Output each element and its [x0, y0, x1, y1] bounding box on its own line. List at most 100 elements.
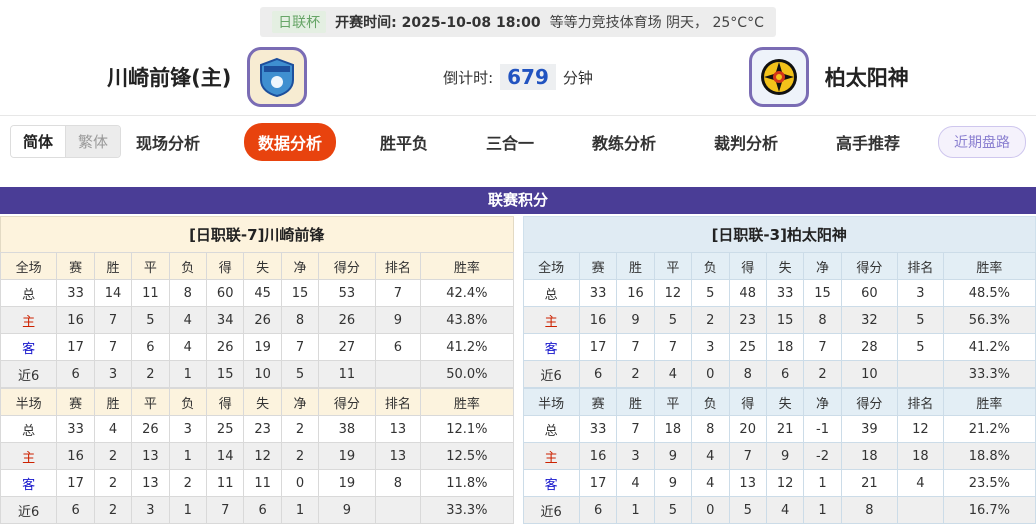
- stat-cell: 27: [318, 333, 376, 361]
- stat-cell: 33.3%: [942, 360, 1036, 388]
- tab-data-analysis[interactable]: 数据分析: [243, 122, 336, 161]
- stats-row: 主 16 3 9 4 7 9 -2 18 18 18.8%: [522, 442, 1036, 470]
- stat-cell: 8: [728, 360, 767, 388]
- stat-cell: 18: [653, 415, 693, 443]
- stat-cell: 19: [243, 333, 282, 361]
- column-header: 净: [280, 252, 320, 280]
- stat-cell: 3: [168, 415, 208, 443]
- column-header: 得: [205, 388, 245, 416]
- language-toggle[interactable]: 简体 繁体: [10, 125, 122, 158]
- tab-live-analysis[interactable]: 现场分析: [135, 133, 200, 153]
- row-label: 客: [0, 333, 58, 361]
- stat-cell: 0: [691, 360, 730, 388]
- countdown-value: 679: [500, 64, 556, 90]
- stat-cell: 48.5%: [942, 279, 1036, 307]
- stats-row: 总 33 14 11 8 60 45 15 53 7 42.4%: [0, 279, 514, 307]
- stat-cell: 8: [691, 415, 730, 443]
- stats-row: 客 17 4 9 4 13 12 1 21 4 23.5%: [522, 469, 1036, 497]
- column-header: 胜率: [942, 388, 1036, 416]
- column-header: 负: [691, 252, 730, 280]
- stat-cell: 1: [168, 360, 208, 388]
- column-header: 平: [131, 252, 170, 280]
- column-header: 得: [728, 252, 767, 280]
- stat-cell: 8: [840, 496, 899, 524]
- stat-cell: 12.1%: [420, 415, 514, 443]
- stats-row: 客 17 2 13 2 11 11 0 19 8 11.8%: [0, 469, 514, 497]
- stats-row: 总 33 16 12 5 48 33 15 60 3 48.5%: [522, 279, 1036, 307]
- match-header: 川崎前锋(主) 倒计时: 679 分钟 柏太阳神: [0, 39, 1036, 115]
- stat-cell: 7: [374, 279, 422, 307]
- venue-weather: 等等力竞技体育场 阴天， 25°C°C: [549, 15, 764, 31]
- stat-cell: 26: [318, 306, 376, 334]
- column-header: 净: [803, 388, 842, 416]
- row-label: 主: [522, 442, 580, 470]
- row-label: 近6: [522, 360, 580, 388]
- sun-crest-icon: [760, 59, 797, 95]
- stat-cell: 16: [56, 442, 95, 470]
- stats-row: 近6 6 2 4 0 8 6 2 10 33.3%: [522, 360, 1036, 388]
- stats-row: 主 16 9 5 2 23 15 8 32 5 56.3%: [522, 306, 1036, 334]
- stat-cell: 26: [243, 306, 282, 334]
- section-label: 半场: [522, 388, 580, 416]
- tab-expert-picks[interactable]: 高手推荐: [836, 133, 901, 153]
- section-title: 联赛积分: [0, 187, 1036, 214]
- stat-cell: 26: [205, 333, 245, 361]
- stat-cell: 4: [897, 469, 944, 497]
- home-fulltime-table: 全场赛胜平负得失净得分 排名 胜率 总 33 14 11 8 60 45 15 53 7 42.4% 主 1…: [0, 252, 514, 388]
- match-info-pill: 日联杯 开赛时间: 2025-10-08 18:00 等等力竞技体育场 阴天， …: [260, 7, 776, 37]
- row-label: 总: [0, 415, 58, 443]
- stat-cell: 4: [616, 469, 655, 497]
- countdown: 倒计时: 679 分钟: [414, 64, 621, 90]
- section-label: 全场: [0, 252, 58, 280]
- row-label: 总: [522, 415, 580, 443]
- stat-cell: 9: [653, 469, 693, 497]
- stat-cell: 11: [205, 469, 245, 497]
- stat-cell: 9: [765, 442, 805, 470]
- stat-cell: 18: [840, 442, 899, 470]
- lang-traditional-option[interactable]: 繁体: [66, 126, 121, 157]
- stat-cell: 7: [93, 306, 133, 334]
- stat-cell: 26: [131, 415, 170, 443]
- stat-cell: 17: [578, 333, 618, 361]
- column-header: 平: [653, 388, 693, 416]
- stat-cell: 33: [765, 279, 805, 307]
- away-halftime-table: 半场赛胜平负得失净得分 排名 胜率 总 33 7 18 8 20 21 -1 39 12 21.2% 主 1…: [522, 388, 1036, 524]
- stat-cell: 43.8%: [420, 306, 514, 334]
- tab-three-in-one[interactable]: 三合一: [485, 133, 534, 153]
- tab-coach-analysis[interactable]: 教练分析: [592, 133, 657, 153]
- stat-cell: 9: [318, 496, 376, 524]
- stat-cell: 7: [653, 333, 693, 361]
- stat-cell: 15: [205, 360, 245, 388]
- shield-crest-icon: [260, 57, 295, 98]
- stat-cell: 1: [168, 442, 208, 470]
- away-team-name: 柏太阳神: [824, 66, 909, 90]
- league-tag: 日联杯: [272, 11, 327, 33]
- recent-handicap-button[interactable]: 近期盘路: [938, 125, 1026, 158]
- stat-cell: 3: [93, 360, 133, 388]
- stats-row: 总 33 7 18 8 20 21 -1 39 12 21.2%: [522, 415, 1036, 443]
- tab-referee-analysis[interactable]: 裁判分析: [714, 133, 779, 153]
- stat-cell: 19: [318, 442, 376, 470]
- stats-row: 主 16 7 5 4 34 26 8 26 9 43.8%: [0, 306, 514, 334]
- stat-cell: 16.7%: [942, 496, 1036, 524]
- stat-cell: 5: [653, 496, 693, 524]
- stat-cell: 33: [56, 415, 95, 443]
- tab-win-draw-lose[interactable]: 胜平负: [379, 133, 428, 153]
- column-header: 排名: [897, 252, 944, 280]
- stat-cell: 12: [653, 279, 693, 307]
- stat-cell: 48: [728, 279, 767, 307]
- stat-cell: 13: [728, 469, 767, 497]
- stat-cell: 7: [728, 442, 767, 470]
- row-label: 近6: [522, 496, 580, 524]
- stat-cell: 2: [93, 442, 133, 470]
- column-header: 得分: [840, 388, 899, 416]
- stat-cell: -1: [803, 415, 842, 443]
- column-header: 胜率: [420, 252, 514, 280]
- stat-cell: 6: [56, 496, 95, 524]
- stat-cell: 6: [243, 496, 282, 524]
- stat-cell: 18: [897, 442, 944, 470]
- stat-cell: 5: [897, 306, 944, 334]
- lang-simplified-option[interactable]: 简体: [11, 126, 67, 157]
- column-header: 负: [168, 388, 208, 416]
- stat-cell: 4: [653, 360, 693, 388]
